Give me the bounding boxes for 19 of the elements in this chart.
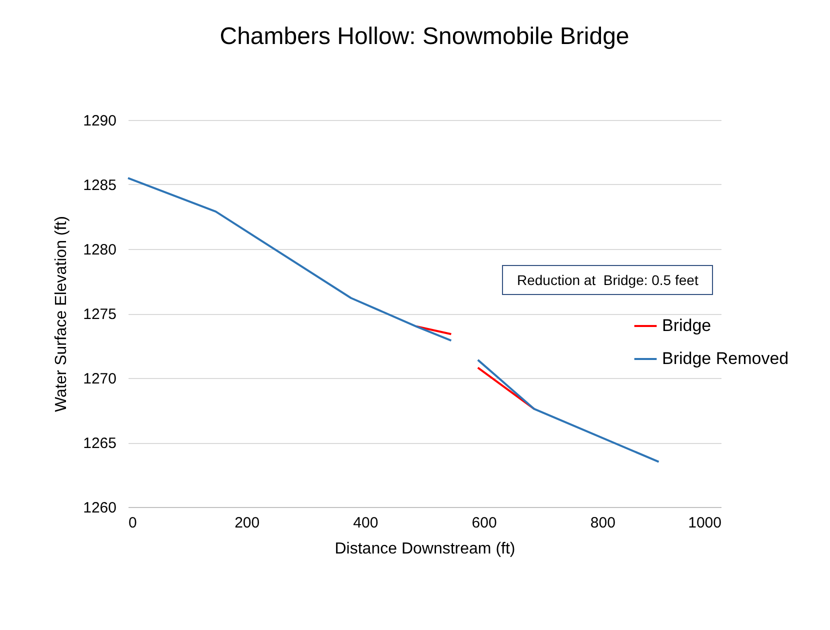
legend-label: Bridge Removed [662,349,789,368]
chart-title: Chambers Hollow: Snowmobile Bridge [220,23,630,50]
x-tick-label: 600 [472,514,497,532]
annotation: Reduction at Bridge: 0.5 feet [502,265,714,295]
legend-label: Bridge [662,316,712,335]
y-tick-label: 1275 [83,306,116,323]
x-axis-title: Distance Downstream (ft) [334,540,516,558]
y-tick-label: 1265 [83,435,116,452]
x-tick-label: 800 [590,514,616,532]
y-tick-label: 1280 [83,242,116,258]
x-tick-label: 400 [353,514,378,532]
y-axis-title: Water Surface Elevation (ft) [53,216,70,412]
x-tick-label: 0 [128,514,137,532]
y-tick-label: 1290 [83,112,116,130]
x-tick-label: 1000 [688,514,722,532]
y-tick-label: 1260 [83,500,116,516]
y-tick-label: 1270 [83,370,116,388]
x-tick-label: 200 [234,514,260,532]
y-tick-label: 1285 [83,177,116,194]
